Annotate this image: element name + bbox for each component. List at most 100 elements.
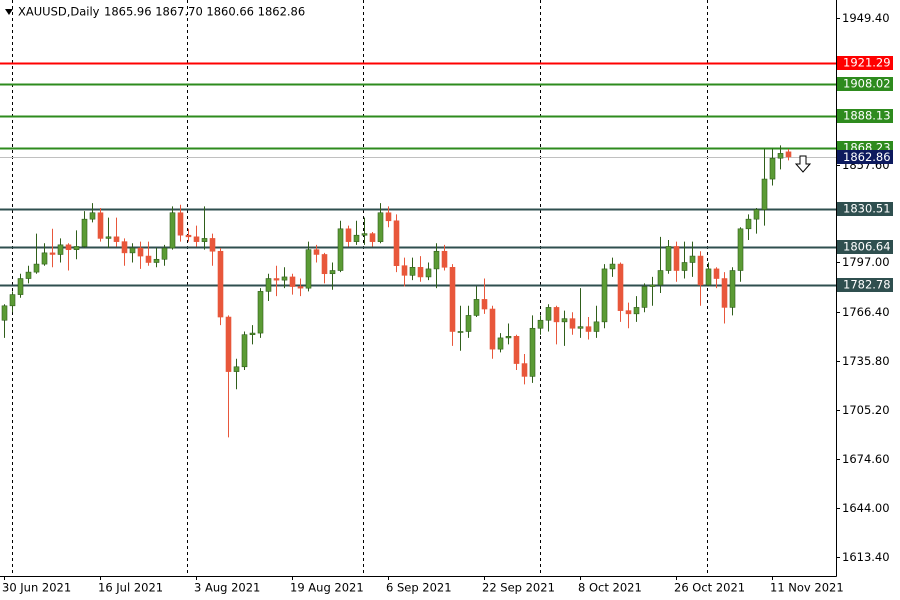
x-tick-label: 26 Oct 2021 [674, 581, 745, 595]
candle-body [145, 255, 152, 263]
candle-body [785, 151, 792, 158]
level-label: 1830.51 [843, 202, 891, 216]
candle-body [777, 153, 784, 159]
candle-body [369, 233, 376, 242]
candle-body [17, 278, 24, 295]
candle-body [681, 262, 688, 271]
candle-body [713, 268, 720, 279]
candle-body [489, 308, 496, 350]
candle-body [129, 247, 136, 254]
candle-body [521, 363, 528, 377]
candle-body [89, 212, 96, 220]
x-tick-label: 16 Jul 2021 [98, 581, 163, 595]
candle-body [649, 284, 656, 287]
candle-body [721, 278, 728, 308]
candle-body [729, 270, 736, 308]
plot: 1949.401857.601797.001766.401735.801705.… [0, 11, 893, 595]
candle-body [609, 263, 616, 270]
candle-body [385, 212, 392, 222]
candle-body [761, 178, 768, 210]
candle-body [657, 270, 664, 286]
y-tick-label: 1797.00 [842, 255, 890, 269]
candle-body [601, 268, 608, 323]
x-tick-label: 3 Aug 2021 [194, 581, 260, 595]
candle-body [673, 246, 680, 271]
candle-body [769, 157, 776, 180]
collapse-triangle[interactable] [5, 9, 13, 15]
ohlc-readout: 1865.96 1867.70 1860.66 1862.86 [104, 5, 305, 19]
candle-body [137, 247, 144, 257]
candle-body [193, 236, 200, 242]
candle-body [641, 286, 648, 308]
candle-body [337, 228, 344, 271]
level-label: 1782.78 [843, 278, 891, 292]
candle-body [161, 247, 168, 260]
y-tick-label: 1613.40 [842, 550, 890, 564]
candle-body [305, 249, 312, 289]
candle-body [241, 334, 248, 368]
candle-body [25, 271, 32, 279]
candle-body [81, 218, 88, 247]
candle-body [217, 250, 224, 318]
candle-body [113, 236, 120, 242]
x-tick-label: 19 Aug 2021 [290, 581, 364, 595]
y-tick-label: 1766.40 [842, 305, 890, 319]
candle-body [449, 267, 456, 332]
candle-body [665, 246, 672, 271]
candle-body [529, 327, 536, 377]
candle-body [297, 286, 304, 289]
candle-body [745, 218, 752, 230]
candle-body [537, 319, 544, 329]
level-tag [837, 77, 893, 91]
candle-body [441, 250, 448, 268]
y-tick-label: 1949.40 [842, 11, 890, 25]
candle-body [169, 212, 176, 249]
candle-body [313, 249, 320, 255]
y-tick-label: 1644.00 [842, 501, 890, 515]
candle-body [289, 276, 296, 287]
level-tag [837, 56, 893, 70]
level-tag [837, 202, 893, 216]
candle-body [401, 265, 408, 276]
current-price-tag [837, 150, 893, 164]
x-tick-label: 30 Jun 2021 [2, 581, 71, 595]
candle-body [257, 291, 264, 334]
candle-body [513, 335, 520, 364]
candle-body [689, 255, 696, 263]
candle-body [377, 212, 384, 242]
candle-body [9, 294, 16, 307]
candle-body [561, 318, 568, 323]
candle-body [617, 263, 624, 311]
period-separators [12, 0, 708, 576]
down-arrow [794, 155, 812, 173]
candle-body [49, 252, 56, 255]
candle-body [457, 331, 464, 333]
level-label: 1921.29 [843, 56, 891, 70]
candle-body [361, 233, 368, 236]
candle-body [705, 268, 712, 286]
candle-body [409, 267, 416, 276]
level-label: 1806.64 [843, 240, 891, 254]
candle-body [177, 212, 184, 236]
x-tick-label: 11 Nov 2021 [770, 581, 844, 595]
level-tag [837, 109, 893, 123]
level-tag [837, 278, 893, 292]
candle-body [473, 299, 480, 316]
candle-body [345, 228, 352, 242]
candle-body [593, 321, 600, 332]
x-tick-label: 22 Sep 2021 [482, 581, 555, 595]
candle-body [185, 234, 192, 238]
candle-body [481, 299, 488, 310]
candle-body [353, 234, 360, 242]
candle-body [153, 258, 160, 263]
candle-body [465, 315, 472, 332]
candle-body [273, 278, 280, 281]
candle-body [225, 316, 232, 372]
current-price-label: 1862.86 [843, 150, 891, 164]
candle-body [121, 241, 128, 254]
candle-body [625, 310, 632, 315]
candle-body [417, 267, 424, 278]
candle-body [433, 250, 440, 270]
level-tag [837, 240, 893, 254]
x-tick-label: 6 Sep 2021 [386, 581, 452, 595]
